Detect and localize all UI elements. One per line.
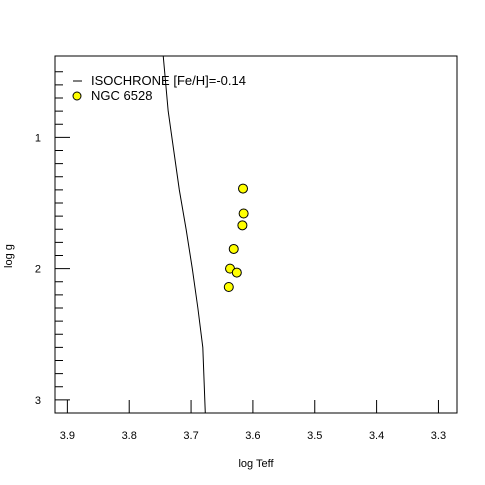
data-point xyxy=(231,267,242,278)
legend-label-ngc6528: NGC 6528 xyxy=(91,88,152,103)
isochrone-line xyxy=(162,56,206,413)
y-axis-title: log g xyxy=(3,244,15,268)
x-tick-label: 3.6 xyxy=(245,430,260,442)
plot-frame xyxy=(54,55,458,414)
data-point xyxy=(238,183,249,194)
data-point xyxy=(237,220,248,231)
y-tick-label: 3 xyxy=(35,395,41,407)
x-tick-label: 3.3 xyxy=(431,430,446,442)
y-minor-ticks xyxy=(55,71,63,388)
x-tick-label: 3.8 xyxy=(122,430,137,442)
y-tick-label: 2 xyxy=(35,264,41,276)
legend-label-isochrone: ISOCHRONE [Fe/H]=-0.14 xyxy=(91,73,246,88)
data-point xyxy=(223,282,234,292)
x-axis-title: log Teff xyxy=(238,458,274,470)
plot-area xyxy=(162,56,249,413)
ngc6528-points xyxy=(223,183,249,292)
y-tick-label: 1 xyxy=(35,132,41,144)
legend: ISOCHRONE [Fe/H]=-0.14 NGC 6528 xyxy=(72,73,246,103)
tick-labels: 3.9 3.8 3.7 3.6 3.5 3.4 3.3 1 2 3 xyxy=(35,132,446,442)
x-tick-label: 3.9 xyxy=(60,430,75,442)
x-tick-label: 3.5 xyxy=(307,430,322,442)
data-point xyxy=(238,208,249,219)
legend-marker-ngc6528 xyxy=(72,91,82,101)
data-point xyxy=(228,243,239,254)
x-tick-label: 3.4 xyxy=(369,430,384,442)
x-tick-label: 3.7 xyxy=(183,430,198,442)
axis-ticks xyxy=(55,136,439,413)
